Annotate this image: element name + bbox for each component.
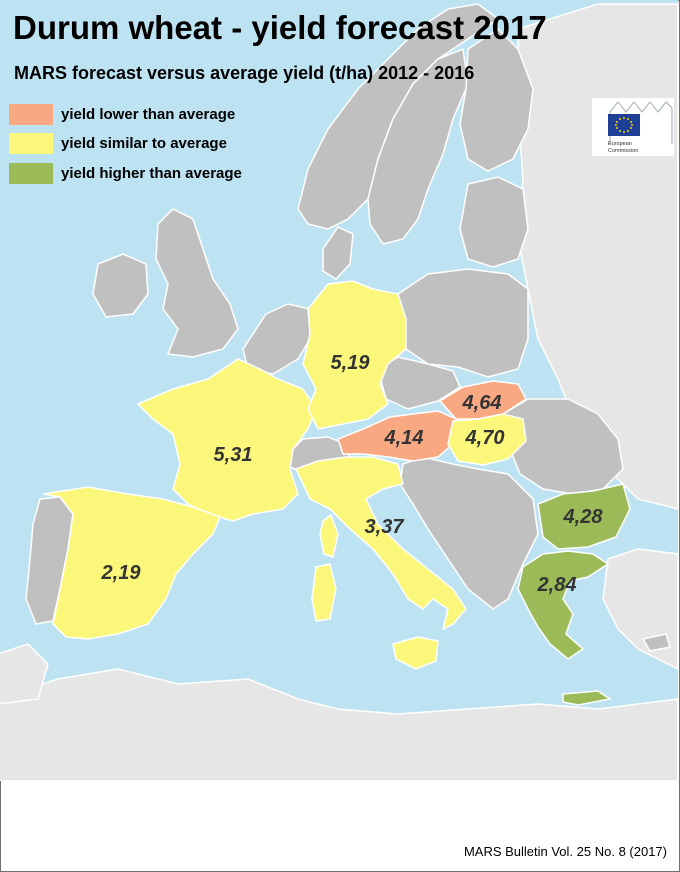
legend-swatch-higher [9,163,53,184]
country-germany [302,280,407,430]
land-romania [502,398,624,495]
map-title: Durum wheat - yield forecast 2017 [13,9,547,46]
legend-label-similar: yield similar to average [61,135,227,152]
value-label-greece: 2,84 [537,574,577,596]
map-subtitle: MARS forecast versus average yield (t/ha… [14,63,475,83]
legend-item-similar: yield similar to average [9,133,269,155]
land-baltics [459,176,529,268]
country-france [136,358,317,522]
legend-swatch-lower [9,104,53,125]
country-italy [294,456,467,631]
island-crete [562,690,612,706]
land-poland [397,268,529,378]
value-label-slovakia: 4,64 [462,392,502,414]
value-label-spain: 2,19 [101,562,142,584]
island-sicily [392,636,439,670]
land-balkans [399,456,539,610]
legend-item-higher: yield higher than average [9,163,269,185]
land-czechia [377,356,461,410]
country-greece [517,550,610,660]
land-cyprus [641,633,671,652]
value-label-italy: 3,37 [365,516,405,538]
europe-map: 5,31 5,19 4,14 4,64 4,70 3,37 2,19 4,28 … [0,0,678,781]
land-africa [0,668,678,781]
country-bulgaria [537,483,631,550]
land-finland [459,28,534,172]
legend-swatch-similar [9,133,53,154]
legend-label-lower: yield lower than average [61,106,236,123]
country-hungary [447,413,527,466]
legend-label-higher: yield higher than average [61,165,242,182]
value-label-germany: 5,19 [331,352,371,374]
land-north-africa-west [0,643,49,705]
land-norway [297,3,500,230]
eu-flag-icon [608,114,640,136]
value-label-austria: 4,14 [384,427,424,449]
value-label-france: 5,31 [214,444,253,466]
logo-text-line2: Commission [608,148,638,154]
land-ireland [92,253,149,318]
value-label-bulgaria: 4,28 [563,506,604,528]
land-uk [155,208,239,358]
island-sardinia [311,563,337,622]
country-spain [42,486,221,640]
country-slovakia [438,380,527,420]
land-sweden [367,47,469,245]
land-denmark [322,226,354,280]
logo-text-line1: European [608,141,632,147]
legend-item-lower: yield lower than average [9,104,269,126]
european-commission-logo: European Commission [592,98,674,156]
source-note: MARS Bulletin Vol. 25 No. 8 (2017) [463,844,667,859]
value-label-hungary: 4,70 [465,427,505,449]
island-corsica [319,513,339,558]
